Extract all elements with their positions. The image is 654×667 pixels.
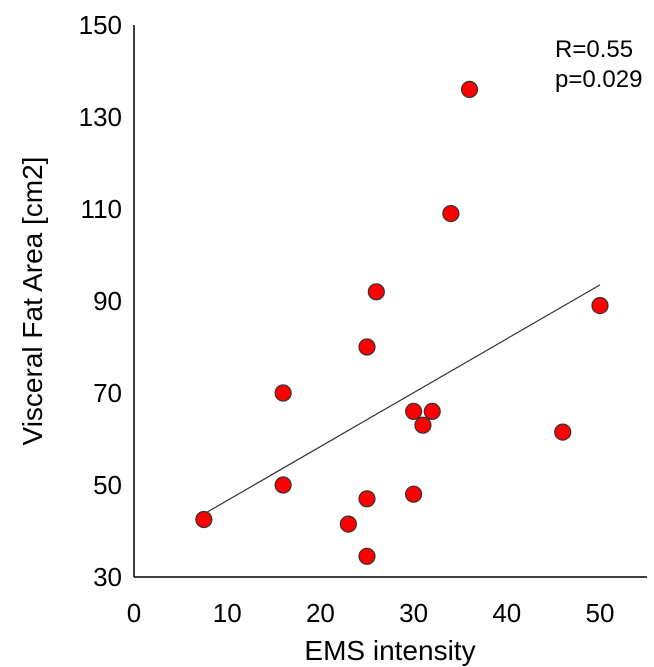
x-tick-label: 20 — [306, 598, 335, 628]
data-point — [591, 297, 609, 315]
data-point — [405, 402, 423, 420]
data-point — [367, 283, 385, 301]
data-point — [414, 416, 432, 434]
data-point — [274, 476, 292, 494]
data-point — [358, 338, 376, 356]
data-point — [442, 205, 460, 223]
x-tick-label: 50 — [586, 598, 615, 628]
data-point — [460, 80, 479, 99]
x-tick-label: 0 — [127, 598, 141, 628]
y-tick-label: 130 — [79, 102, 122, 132]
y-tick-label: 150 — [79, 10, 122, 40]
y-axis-title: Visceral Fat Area [cm2] — [17, 157, 48, 446]
data-point — [339, 515, 357, 533]
data-point — [554, 423, 572, 441]
data-point — [405, 485, 423, 503]
x-axis-title: EMS intensity — [304, 635, 475, 666]
data-point — [423, 402, 441, 420]
data-point — [274, 384, 292, 402]
trendline — [203, 284, 601, 515]
x-tick-label: 30 — [399, 598, 428, 628]
y-tick-label: 50 — [93, 470, 122, 500]
y-tick-label: 70 — [93, 378, 122, 408]
data-point — [358, 547, 376, 565]
y-tick-label: 110 — [81, 194, 122, 224]
data-point — [358, 490, 376, 508]
y-tick-label: 30 — [93, 562, 122, 592]
p-value-annotation: p=0.029 — [555, 66, 642, 93]
correlation-annotation: R=0.55 — [555, 36, 633, 63]
data-points — [195, 80, 609, 565]
data-point — [195, 510, 213, 529]
y-tick-label: 90 — [93, 286, 122, 316]
x-tick-labels: 0 10 20 30 40 50 — [127, 598, 615, 628]
x-tick-label: 40 — [492, 598, 521, 628]
y-tick-labels: 30 50 70 90 110 130 150 — [79, 10, 122, 592]
x-tick-label: 10 — [213, 598, 242, 628]
